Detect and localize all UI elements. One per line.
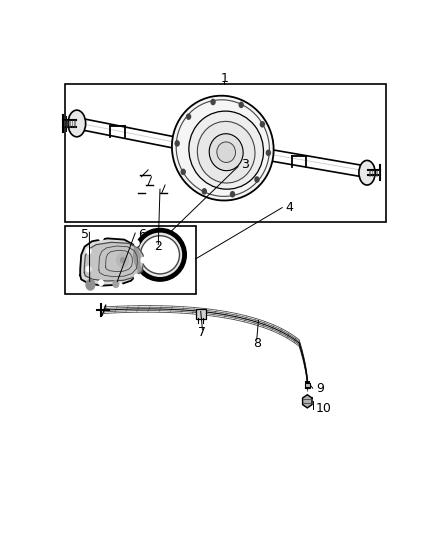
- Circle shape: [99, 280, 103, 286]
- Text: 6: 6: [138, 228, 146, 241]
- Bar: [65, 226, 196, 294]
- Ellipse shape: [359, 160, 375, 185]
- Circle shape: [134, 240, 139, 246]
- Ellipse shape: [217, 142, 236, 163]
- Polygon shape: [84, 243, 144, 281]
- Text: 9: 9: [316, 382, 324, 394]
- Text: 8: 8: [253, 336, 261, 350]
- Circle shape: [86, 248, 91, 254]
- Ellipse shape: [68, 110, 86, 137]
- Circle shape: [254, 176, 260, 183]
- Circle shape: [230, 191, 235, 198]
- Circle shape: [180, 168, 186, 175]
- Bar: [65, 84, 386, 222]
- Ellipse shape: [209, 134, 243, 171]
- Circle shape: [260, 121, 265, 127]
- Polygon shape: [303, 395, 312, 408]
- Polygon shape: [80, 238, 140, 286]
- Circle shape: [120, 257, 125, 263]
- Ellipse shape: [189, 111, 264, 189]
- Circle shape: [134, 274, 139, 280]
- Circle shape: [86, 266, 91, 272]
- Circle shape: [117, 253, 129, 268]
- Ellipse shape: [172, 96, 274, 200]
- Text: 7: 7: [198, 326, 206, 340]
- Circle shape: [118, 283, 123, 289]
- Text: 5: 5: [81, 228, 89, 241]
- Text: 1: 1: [221, 72, 228, 85]
- Circle shape: [118, 231, 123, 237]
- Circle shape: [210, 99, 216, 105]
- Circle shape: [239, 102, 244, 108]
- Circle shape: [113, 280, 119, 288]
- Circle shape: [201, 188, 207, 195]
- Text: 2: 2: [154, 240, 162, 253]
- Circle shape: [141, 257, 146, 263]
- Ellipse shape: [141, 236, 180, 274]
- Circle shape: [86, 279, 95, 290]
- Ellipse shape: [135, 230, 184, 279]
- Text: 4: 4: [286, 201, 293, 214]
- Text: 3: 3: [241, 158, 249, 171]
- Ellipse shape: [198, 122, 255, 183]
- Circle shape: [174, 140, 180, 147]
- Bar: [305, 383, 311, 388]
- Circle shape: [266, 150, 271, 156]
- FancyBboxPatch shape: [196, 309, 206, 319]
- Circle shape: [186, 114, 191, 120]
- Text: 10: 10: [316, 402, 332, 415]
- Circle shape: [99, 235, 103, 240]
